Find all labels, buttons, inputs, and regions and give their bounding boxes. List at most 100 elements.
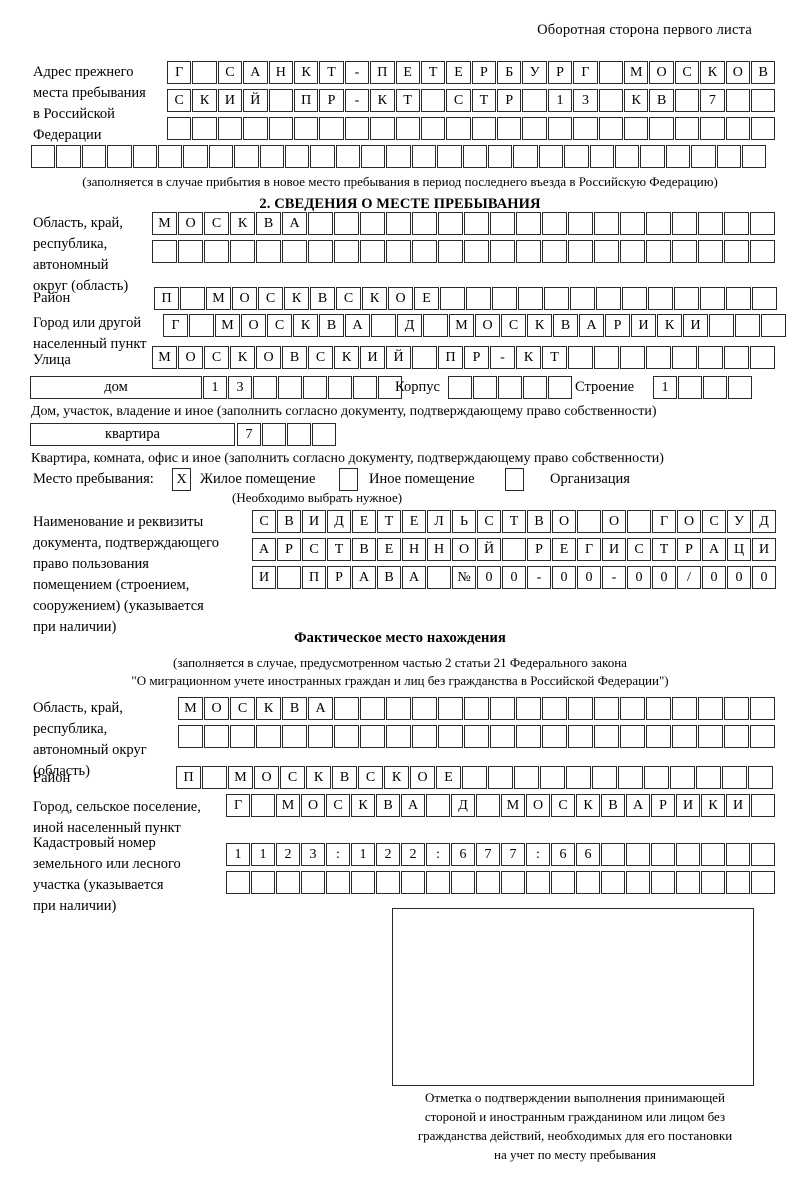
char-cell[interactable] (464, 697, 489, 720)
char-cell[interactable] (328, 376, 352, 399)
char-cell[interactable] (568, 697, 593, 720)
char-cell[interactable] (395, 117, 420, 140)
char-cell[interactable] (256, 725, 281, 748)
char-cell[interactable] (462, 766, 487, 789)
korpus-grid[interactable] (448, 376, 573, 399)
char-cell[interactable] (698, 240, 723, 263)
char-cell[interactable]: 0 (502, 566, 526, 589)
char-cell[interactable]: Р (464, 346, 489, 369)
char-cell[interactable]: Т (420, 61, 446, 84)
char-cell[interactable] (202, 766, 227, 789)
char-cell[interactable]: Й (477, 538, 501, 561)
char-cell[interactable] (701, 843, 725, 866)
char-cell[interactable] (56, 145, 81, 168)
char-cell[interactable]: К (516, 346, 541, 369)
char-cell[interactable] (420, 89, 446, 112)
char-cell[interactable]: Т (319, 61, 344, 84)
char-cell[interactable]: О (256, 346, 281, 369)
char-cell[interactable] (464, 240, 489, 263)
char-cell[interactable] (592, 766, 617, 789)
char-cell[interactable]: 3 (573, 89, 598, 112)
char-cell[interactable] (334, 212, 359, 235)
char-cell[interactable]: К (334, 346, 359, 369)
char-cell[interactable] (620, 212, 645, 235)
char-cell[interactable]: М (449, 314, 474, 337)
document-grid-row-3[interactable]: И П Р А В А № 0 0-0 0-0 0/0 0 0 (252, 566, 777, 589)
char-cell[interactable]: К (576, 794, 600, 817)
char-cell[interactable] (728, 376, 752, 399)
char-cell[interactable] (544, 287, 569, 310)
char-cell[interactable]: М (206, 287, 231, 310)
char-cell[interactable] (471, 117, 497, 140)
char-cell[interactable]: Е (436, 766, 461, 789)
char-cell[interactable]: М (215, 314, 240, 337)
char-cell[interactable] (334, 725, 359, 748)
char-cell[interactable] (243, 117, 268, 140)
char-cell[interactable] (344, 117, 370, 140)
char-cell[interactable] (665, 145, 691, 168)
char-cell[interactable]: С (167, 89, 192, 112)
char-cell[interactable]: М (501, 794, 525, 817)
char-cell[interactable] (601, 871, 625, 894)
char-cell[interactable] (427, 566, 451, 589)
char-cell[interactable] (691, 145, 716, 168)
char-cell[interactable]: 0 (652, 566, 676, 589)
char-cell[interactable]: И (360, 346, 385, 369)
char-cell[interactable]: Е (446, 61, 471, 84)
char-cell[interactable]: О (204, 697, 229, 720)
char-cell[interactable]: К (293, 61, 319, 84)
char-cell[interactable]: А (402, 566, 426, 589)
char-cell[interactable] (598, 117, 624, 140)
char-cell[interactable]: А (308, 697, 333, 720)
char-cell[interactable]: В (332, 766, 357, 789)
char-cell[interactable]: О (452, 538, 476, 561)
char-cell[interactable] (451, 871, 475, 894)
char-cell[interactable]: А (401, 794, 425, 817)
char-cell[interactable] (594, 240, 619, 263)
char-cell[interactable]: В (352, 538, 376, 561)
char-cell[interactable]: М (178, 697, 203, 720)
char-cell[interactable]: К (293, 314, 318, 337)
section3-region-grid-row-2[interactable] (178, 725, 776, 748)
char-cell[interactable]: Г (577, 538, 601, 561)
char-cell[interactable] (230, 725, 255, 748)
char-cell[interactable]: Д (397, 314, 422, 337)
char-cell[interactable] (490, 212, 515, 235)
char-cell[interactable]: И (302, 510, 326, 533)
char-cell[interactable] (204, 240, 229, 263)
char-cell[interactable]: Р (605, 314, 630, 337)
char-cell[interactable] (576, 871, 600, 894)
cadastre-grid-row-2[interactable] (226, 871, 776, 894)
char-cell[interactable]: С (674, 61, 700, 84)
char-cell[interactable]: И (752, 538, 776, 561)
char-cell[interactable] (751, 871, 775, 894)
char-cell[interactable] (412, 725, 437, 748)
char-cell[interactable]: М (228, 766, 253, 789)
char-cell[interactable] (178, 725, 203, 748)
char-cell[interactable]: О (388, 287, 413, 310)
char-cell[interactable]: К (370, 89, 395, 112)
char-cell[interactable]: Н (268, 61, 293, 84)
char-cell[interactable]: А (243, 61, 268, 84)
char-cell[interactable]: Р (547, 61, 573, 84)
char-cell[interactable]: К (701, 794, 725, 817)
char-cell[interactable]: А (352, 566, 376, 589)
char-cell[interactable] (698, 346, 723, 369)
char-cell[interactable] (180, 287, 205, 310)
char-cell[interactable]: П (302, 566, 326, 589)
char-cell[interactable] (476, 871, 500, 894)
char-cell[interactable] (268, 117, 293, 140)
char-cell[interactable]: Р (319, 89, 344, 112)
char-cell[interactable] (724, 725, 749, 748)
char-cell[interactable] (568, 212, 593, 235)
char-cell[interactable]: Д (451, 794, 475, 817)
char-cell[interactable] (522, 89, 547, 112)
char-cell[interactable] (568, 240, 593, 263)
char-cell[interactable] (473, 376, 497, 399)
char-cell[interactable] (107, 145, 132, 168)
char-cell[interactable]: 2 (276, 843, 300, 866)
char-cell[interactable] (437, 145, 462, 168)
char-cell[interactable] (542, 725, 567, 748)
